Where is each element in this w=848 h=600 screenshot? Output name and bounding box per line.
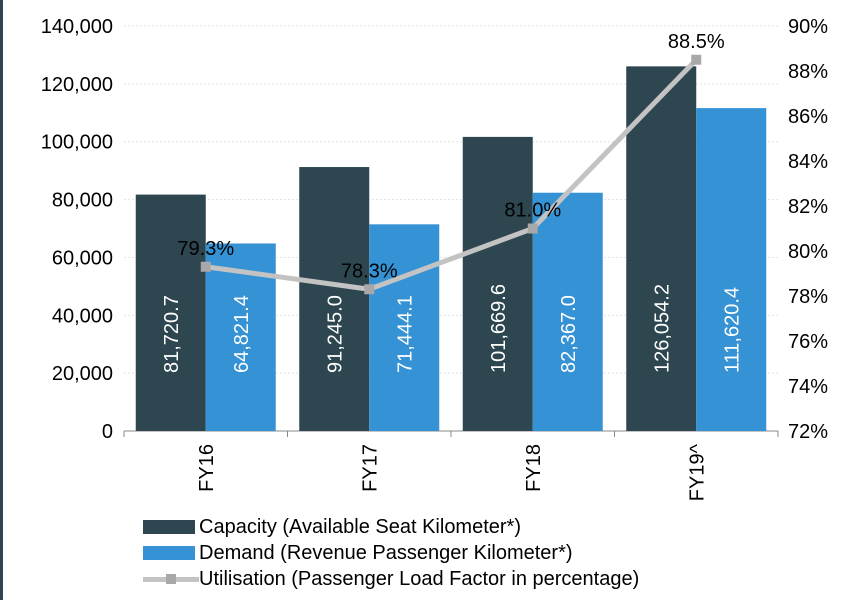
legend-item-demand: Demand (Revenue Passenger Kilometer*) [143, 540, 639, 566]
y-right-tick-label: 74% [788, 376, 828, 398]
bar-capacity [462, 136, 533, 431]
bar-demand [369, 224, 440, 431]
legend: Capacity (Available Seat Kilometer*) Dem… [143, 514, 639, 592]
y-right-tick-label: 76% [788, 331, 828, 353]
y-left-tick-label: 140,000 [41, 16, 113, 38]
bar-capacity-label: 91,245.0 [324, 295, 346, 373]
bar-demand [696, 108, 767, 431]
y-left-tick-label: 20,000 [52, 363, 113, 385]
bar-demand-label: 82,367.0 [558, 295, 580, 373]
utilisation-point [364, 284, 375, 295]
x-tick-label: FY19^ [686, 443, 708, 501]
legend-label-utilisation: Utilisation (Passenger Load Factor in pe… [199, 567, 640, 590]
y-right-tick-label: 90% [788, 16, 828, 38]
bar-demand-label: 111,620.4 [721, 287, 743, 373]
bar-capacity-label: 126,054.2 [651, 284, 673, 373]
bar-capacity-label: 81,720.7 [161, 295, 183, 373]
bar-capacity-label: 101,669.6 [488, 284, 510, 373]
bar-capacity [299, 167, 370, 431]
y-left-tick-label: 0 [102, 421, 113, 443]
utilisation-point-label: 78.3% [341, 260, 398, 282]
utilisation-series-line [205, 58, 699, 292]
utilisation-line [200, 54, 702, 295]
y-right-tick-label: 82% [788, 196, 828, 218]
utilisation-point-label: 79.3% [177, 238, 234, 260]
bar-demand-label: 64,821.4 [231, 295, 253, 373]
y-right-tick-label: 86% [788, 106, 828, 128]
legend-item-utilisation: Utilisation (Passenger Load Factor in pe… [143, 566, 639, 592]
y-right-tick-label: 84% [788, 151, 828, 173]
legend-swatch-capacity [143, 520, 195, 534]
y-left-tick-label: 100,000 [41, 132, 113, 154]
x-tick-label: FY16 [196, 444, 218, 492]
bar-capacity [626, 66, 697, 432]
bar-demand [532, 192, 603, 431]
utilisation-point-label: 88.5% [668, 31, 725, 53]
x-tick-label: FY18 [523, 444, 545, 492]
data-labels: 81,720.7 64,821.4 91,245.0 71,444.1 101,669.… [161, 31, 744, 373]
bar-capacity [135, 194, 206, 431]
utilisation-point [527, 223, 538, 234]
y-left-tick-label: 80,000 [52, 190, 113, 212]
utilisation-point [200, 261, 211, 272]
left-edge-bar [0, 0, 3, 600]
y-right-tick-label: 80% [788, 241, 828, 263]
y-left-tick-label: 120,000 [41, 74, 113, 96]
bar-demand-label: 71,444.1 [394, 295, 416, 373]
y-right-tick-label: 88% [788, 61, 828, 83]
legend-item-capacity: Capacity (Available Seat Kilometer*) [143, 514, 639, 540]
legend-swatch-demand [143, 546, 195, 560]
legend-label-capacity: Capacity (Available Seat Kilometer*) [199, 515, 522, 538]
y-right-tick-label: 72% [788, 421, 828, 443]
axes: 0 20,000 40,000 60,000 80,000 100,000 120,000 1… [41, 16, 829, 501]
legend-swatch-utilisation [143, 572, 199, 586]
x-tick-label: FY17 [359, 444, 381, 492]
y-left-tick-label: 40,000 [52, 305, 113, 327]
y-left-tick-label: 60,000 [52, 247, 113, 269]
legend-label-demand: Demand (Revenue Passenger Kilometer*) [199, 541, 573, 564]
y-right-tick-label: 78% [788, 286, 828, 308]
utilisation-point [691, 54, 702, 65]
bars [135, 66, 767, 432]
utilisation-point-label: 81.0% [504, 200, 561, 222]
